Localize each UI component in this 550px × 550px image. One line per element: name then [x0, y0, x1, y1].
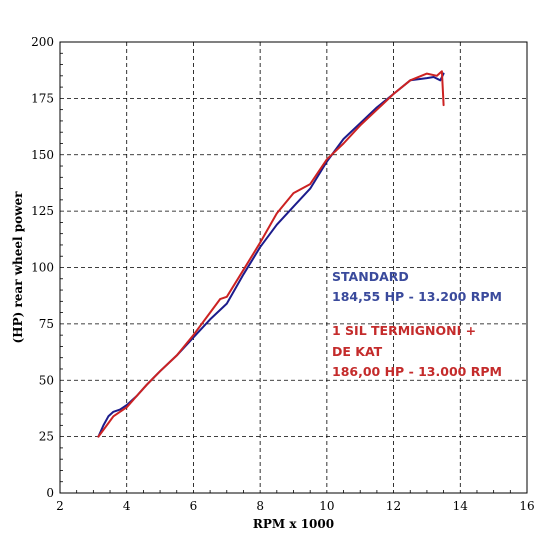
- x-axis-label: RPM x 1000: [253, 517, 334, 531]
- annotation-termignoni-title-2: DE KAT: [332, 344, 383, 359]
- y-tick-label: 25: [39, 430, 54, 444]
- annotation-termignoni-title-1: 1 SIL TERMIGNONI +: [332, 323, 476, 338]
- y-tick-label: 100: [31, 261, 54, 275]
- x-tick-label: 14: [453, 499, 469, 513]
- grid: [60, 42, 527, 493]
- y-tick-label: 0: [46, 486, 54, 500]
- annotations: STANDARD 184,55 HP - 13.200 RPM 1 SIL TERM…: [332, 269, 502, 379]
- x-tick-label: 8: [256, 499, 264, 513]
- annotation-standard-value: 184,55 HP - 13.200 RPM: [332, 289, 502, 304]
- y-tick-label: 125: [31, 204, 54, 218]
- x-tick-label: 4: [123, 499, 131, 513]
- x-tick-label: 6: [190, 499, 198, 513]
- y-tick-label: 200: [31, 35, 54, 49]
- y-tick-label: 175: [31, 91, 54, 105]
- series: [97, 70, 445, 438]
- x-tick-label: 12: [386, 499, 401, 513]
- y-tick-label: 50: [39, 373, 54, 387]
- x-tick-label: 2: [56, 499, 64, 513]
- x-tick-label: 10: [319, 499, 334, 513]
- y-tick-label: 150: [31, 148, 54, 162]
- axis-ticks: 0 25 50 75 100 125 150 175 200 2 4 6 8 10 12 14 16: [31, 35, 535, 513]
- y-axis-label: (HP) rear wheel power: [11, 191, 25, 344]
- annotation-standard-title: STANDARD: [332, 269, 409, 284]
- x-tick-label: 16: [519, 499, 534, 513]
- y-tick-label: 75: [39, 317, 54, 331]
- series-line-termignoni: [97, 70, 445, 438]
- annotation-termignoni-value: 186,00 HP - 13.000 RPM: [332, 364, 502, 379]
